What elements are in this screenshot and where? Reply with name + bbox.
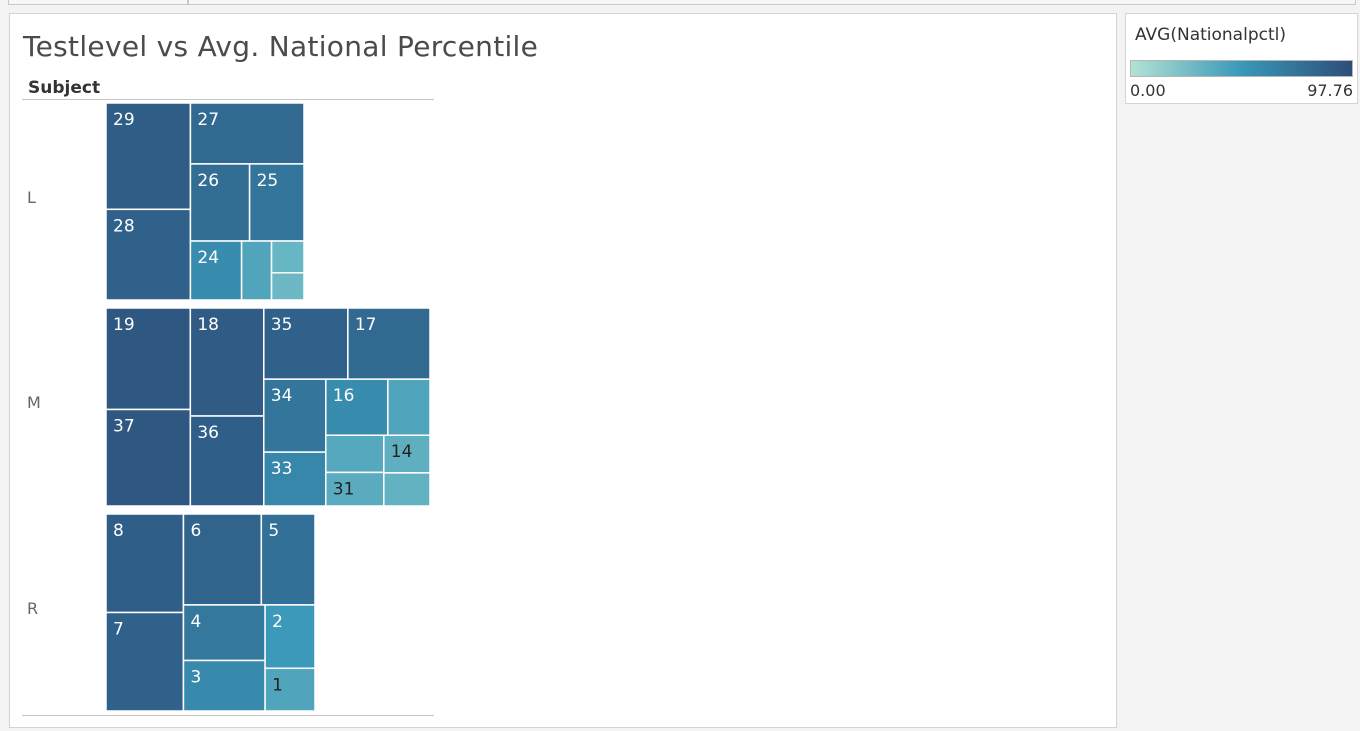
tile-label-31: 31	[333, 479, 355, 499]
treemap-tile-6[interactable]	[182, 513, 263, 606]
treemap-tile-28[interactable]	[105, 208, 192, 301]
tile-label-2: 2	[272, 612, 283, 632]
treemap-group-r: R 8 7 6 5 4 3 2 1	[27, 513, 316, 712]
row-label-l: L	[27, 188, 36, 207]
treemap-tile-16[interactable]	[325, 378, 389, 436]
tile-label-25: 25	[257, 171, 279, 191]
tab-strip	[0, 0, 1360, 5]
tile-label-29: 29	[113, 110, 135, 130]
tile-label-18: 18	[197, 315, 219, 335]
legend-max-value: 97.76	[1307, 81, 1353, 100]
tile-label-33: 33	[271, 459, 293, 479]
treemap-tile[interactable]	[270, 272, 305, 301]
tile-label-27: 27	[197, 110, 219, 130]
treemap-tile-18[interactable]	[189, 307, 265, 417]
treemap-tile-1[interactable]	[264, 667, 316, 712]
tile-label-16: 16	[333, 386, 355, 406]
treemap-tile[interactable]	[240, 240, 273, 301]
tile-label-24: 24	[197, 248, 219, 268]
treemap-group-l: L 29 28 27 26 25 24	[27, 102, 305, 301]
treemap-group-m: M 19 37 18 36 35 17 34 33 16 31 14	[27, 307, 431, 507]
treemap-tile-29[interactable]	[105, 102, 192, 211]
row-header-subject: Subject	[28, 78, 101, 98]
chart-title: Testlevel vs Avg. National Percentile	[23, 30, 539, 63]
treemap-tile-35[interactable]	[263, 307, 349, 380]
treemap-tile-27[interactable]	[189, 102, 305, 165]
worksheet-panel: Testlevel vs Avg. National Percentile Su…	[9, 13, 1117, 728]
treemap-tile-31[interactable]	[325, 471, 385, 507]
bottom-divider	[22, 715, 434, 716]
treemap-tile-25[interactable]	[248, 163, 305, 242]
sheet-tab[interactable]	[8, 0, 188, 5]
color-legend: AVG(Nationalpctl) 0.00 97.76	[1125, 13, 1358, 104]
treemap-tile-19[interactable]	[105, 307, 192, 411]
tile-label-37: 37	[113, 416, 135, 436]
tile-label-34: 34	[271, 386, 293, 406]
tile-label-7: 7	[113, 620, 124, 640]
tile-label-6: 6	[190, 521, 201, 541]
tile-label-19: 19	[113, 315, 135, 335]
legend-color-ramp	[1130, 60, 1353, 77]
tile-label-35: 35	[271, 315, 293, 335]
tile-label-5: 5	[268, 521, 279, 541]
row-label-r: R	[27, 599, 38, 618]
tile-label-4: 4	[190, 612, 201, 632]
legend-title: AVG(Nationalpctl)	[1135, 25, 1286, 45]
tile-label-8: 8	[113, 521, 124, 541]
treemap-tile-5[interactable]	[260, 513, 316, 606]
header-divider	[22, 99, 434, 100]
treemap-tile-4[interactable]	[182, 604, 266, 662]
treemap-tile-14[interactable]	[383, 434, 431, 474]
tile-label-1: 1	[272, 675, 283, 695]
tile-label-3: 3	[190, 667, 201, 687]
tile-label-14: 14	[391, 442, 413, 462]
treemap-tile[interactable]	[270, 240, 305, 274]
treemap-tile[interactable]	[325, 434, 385, 474]
treemap-tile-8[interactable]	[105, 513, 185, 614]
tile-label-28: 28	[113, 216, 135, 236]
legend-min-value: 0.00	[1130, 81, 1166, 100]
treemap-tile-17[interactable]	[347, 307, 431, 380]
treemap-tile-3[interactable]	[182, 659, 266, 712]
tile-label-36: 36	[197, 423, 219, 443]
treemap-tile-7[interactable]	[105, 611, 185, 712]
treemap-tile-34[interactable]	[263, 378, 327, 453]
treemap-tile[interactable]	[383, 472, 431, 507]
treemap-tile[interactable]	[387, 378, 431, 436]
row-label-m: M	[27, 393, 41, 412]
tile-label-17: 17	[355, 315, 377, 335]
tile-label-26: 26	[197, 171, 219, 191]
sheet-tab-area[interactable]	[188, 0, 1356, 5]
